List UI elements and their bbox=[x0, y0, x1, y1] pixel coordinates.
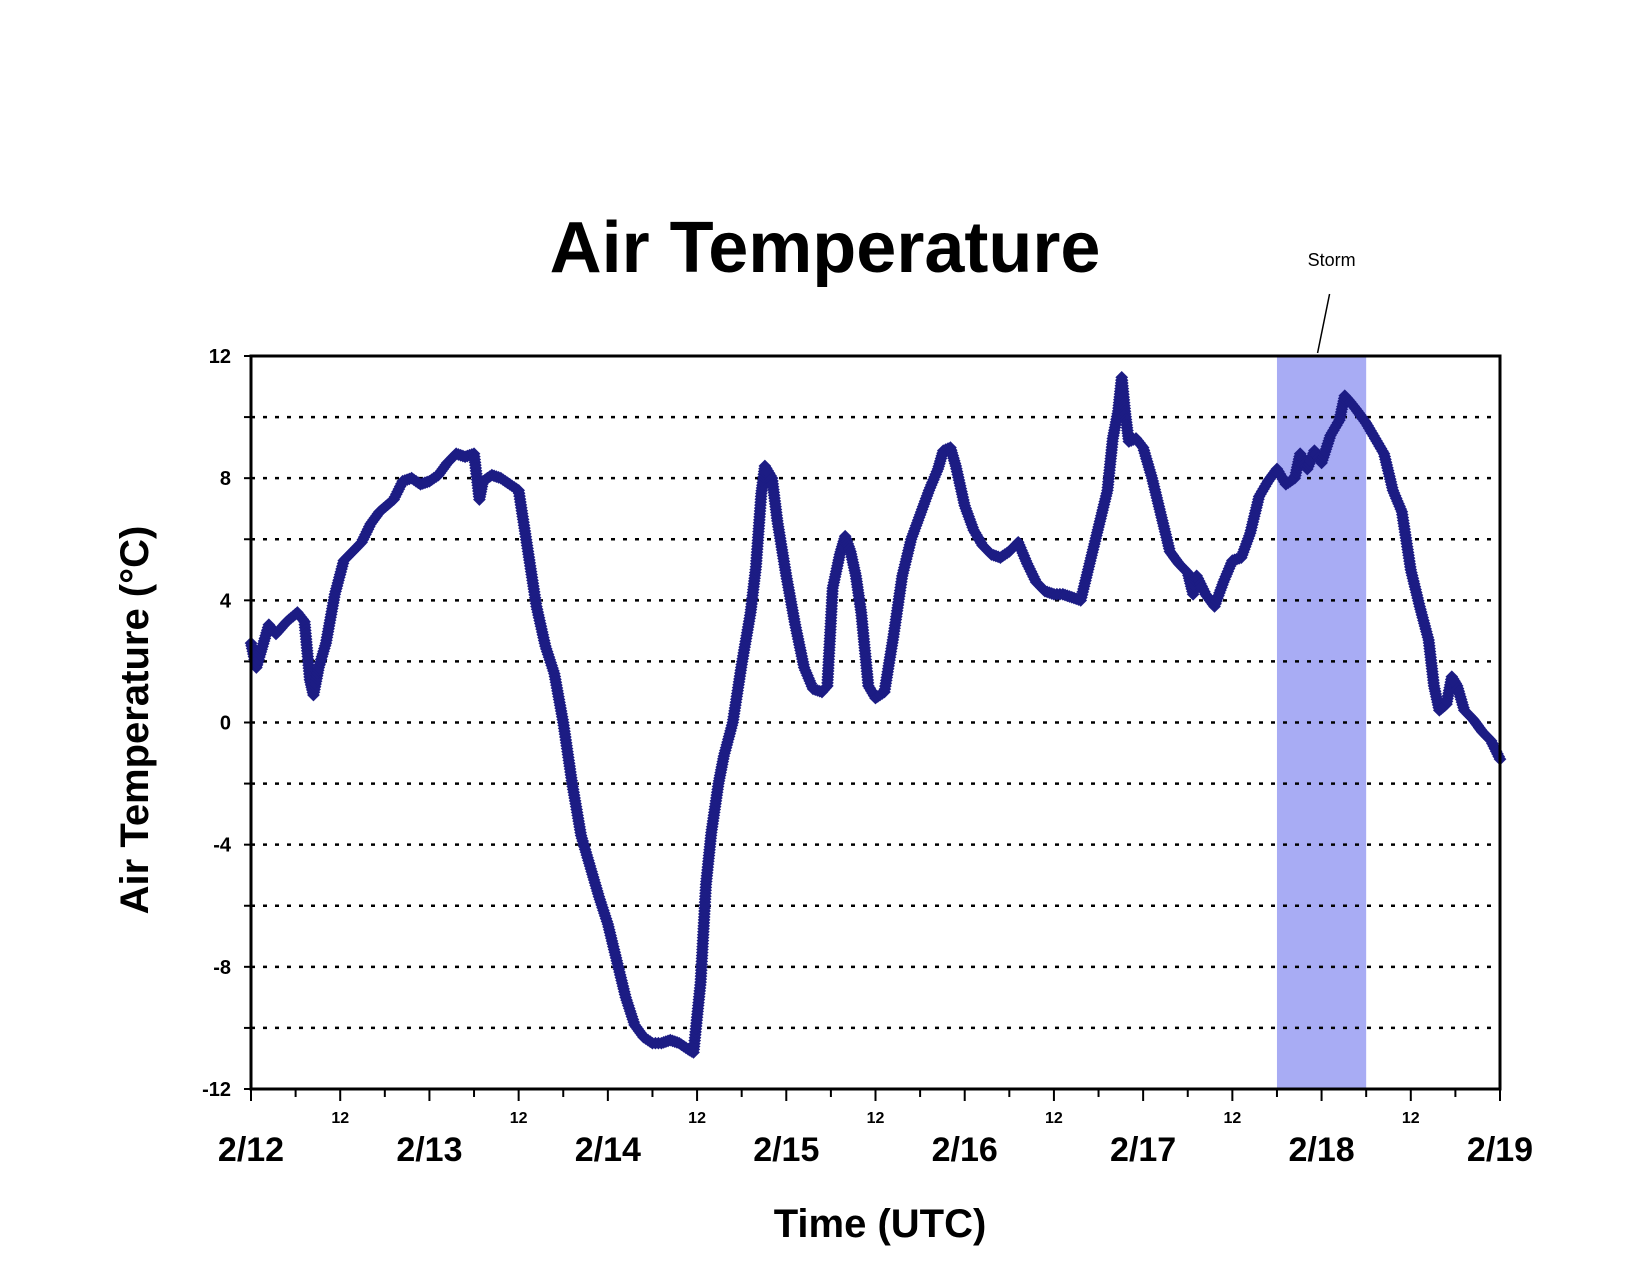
chart-title: Air Temperature bbox=[550, 208, 1101, 288]
y-tick-label: -8 bbox=[213, 957, 231, 979]
y-tick-label: 8 bbox=[220, 468, 231, 490]
gridlines bbox=[251, 415, 1500, 1030]
y-tick-label: 4 bbox=[220, 590, 232, 612]
x-tick-label-noon: 12 bbox=[510, 1110, 528, 1127]
x-tick-label-noon: 12 bbox=[1223, 1110, 1241, 1127]
y-tick-label: 12 bbox=[209, 346, 231, 368]
x-axis-ticks: 2/12 2/13 2/14 2/15 2/16 2/17 2/18 2/19 12 12 12 12… bbox=[218, 1089, 1533, 1169]
x-tick-label-noon: 12 bbox=[867, 1110, 885, 1127]
x-tick-label-day: 2/18 bbox=[1288, 1131, 1354, 1169]
x-tick-label-noon: 12 bbox=[331, 1110, 349, 1127]
y-tick-label: 0 bbox=[220, 713, 231, 735]
y-tick-label: -4 bbox=[213, 835, 232, 857]
x-tick-label-day: 2/13 bbox=[396, 1131, 462, 1169]
storm-annotation-pointer bbox=[1316, 293, 1331, 354]
temperature-series bbox=[244, 371, 1507, 1059]
x-tick-label-noon: 12 bbox=[1402, 1110, 1420, 1127]
y-axis-title: Air Temperature (°C) bbox=[113, 526, 157, 915]
x-tick-label-day: 2/17 bbox=[1110, 1131, 1176, 1169]
x-tick-label-day: 2/12 bbox=[218, 1131, 284, 1169]
x-tick-label-noon: 12 bbox=[1045, 1110, 1063, 1127]
y-axis-ticks: 12 8 4 0 -4 -8 -12 bbox=[202, 346, 251, 1101]
x-axis-title: Time (UTC) bbox=[774, 1202, 987, 1246]
x-tick-label-day: 2/19 bbox=[1467, 1131, 1533, 1169]
x-tick-label-day: 2/15 bbox=[753, 1131, 819, 1169]
x-tick-label-day: 2/16 bbox=[932, 1131, 998, 1169]
x-tick-label-noon: 12 bbox=[688, 1110, 706, 1127]
x-tick-label-day: 2/14 bbox=[575, 1131, 641, 1169]
y-tick-label: -12 bbox=[202, 1079, 231, 1101]
storm-annotation-label: Storm bbox=[1308, 250, 1356, 270]
